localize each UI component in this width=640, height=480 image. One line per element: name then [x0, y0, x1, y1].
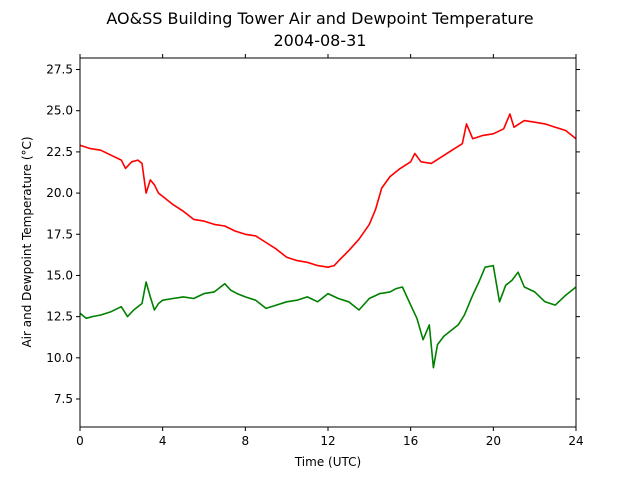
- y-tick-label: 7.5: [54, 392, 73, 406]
- x-tick-label: 24: [568, 434, 583, 448]
- y-tick-label: 22.5: [46, 145, 73, 159]
- x-tick-label: 4: [159, 434, 167, 448]
- series-line-1: [79, 113, 577, 269]
- y-tick-label: 25.0: [46, 104, 73, 118]
- series-layer: [79, 113, 577, 369]
- y-axis-label: Air and Dewpoint Temperature (°C): [20, 136, 34, 347]
- x-tick-label: 20: [486, 434, 501, 448]
- y-tick-label: 27.5: [46, 63, 73, 77]
- y-tick-label: 10.0: [46, 351, 73, 365]
- x-tick-label: 8: [242, 434, 250, 448]
- y-tick-label: 12.5: [46, 310, 73, 324]
- x-tick-label: 0: [76, 434, 84, 448]
- chart-subtitle: 2004-08-31: [274, 31, 367, 50]
- y-tick-label: 20.0: [46, 186, 73, 200]
- ticks-layer: 0 4 8 12 16 20 24 7.5 10.0 12.5 15.0 17.5 20.0 22.5 25…: [46, 54, 584, 448]
- x-tick-label: 16: [403, 434, 418, 448]
- x-axis-label: Time (UTC): [294, 455, 361, 469]
- y-tick-label: 17.5: [46, 227, 73, 241]
- series-line-2: [79, 264, 577, 369]
- chart-title: AO&SS Building Tower Air and Dewpoint Te…: [106, 9, 533, 28]
- plot-frame: [79, 57, 577, 428]
- x-tick-label: 12: [320, 434, 335, 448]
- y-tick-label: 15.0: [46, 268, 73, 282]
